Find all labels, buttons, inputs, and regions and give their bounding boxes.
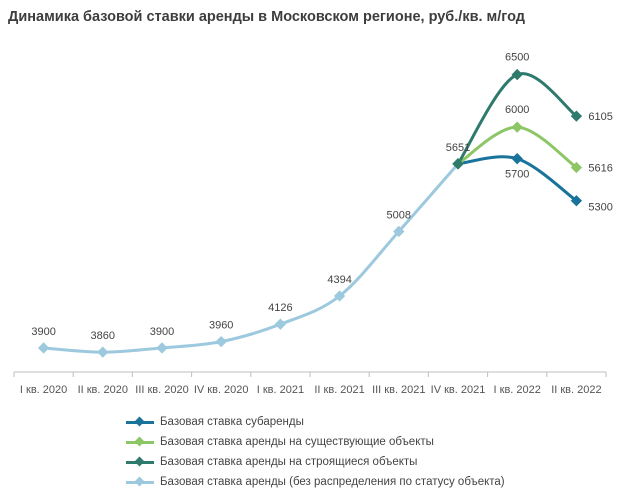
data-point xyxy=(511,121,523,133)
data-point xyxy=(452,158,464,170)
data-point xyxy=(333,290,346,302)
data-label: 5700 xyxy=(505,169,529,181)
data-label: 6500 xyxy=(505,52,529,64)
legend-item: Базовая ставка аренды на существующие об… xyxy=(126,432,505,452)
x-tick-label: I кв. 2021 xyxy=(257,384,304,396)
legend-marker xyxy=(134,476,145,486)
data-label: 5008 xyxy=(387,209,411,221)
data-label: 6000 xyxy=(505,104,529,116)
chart-title: Динамика базовой ставки аренды в Московс… xyxy=(8,9,526,25)
legend-item: Базовая ставка аренды (без распределения… xyxy=(126,472,505,492)
data-label: 5616 xyxy=(588,163,612,175)
legend-item: Базовая ставка субаренды xyxy=(126,412,505,432)
data-label: 6105 xyxy=(588,111,612,123)
data-point xyxy=(570,195,583,207)
x-tick-label: II кв. 2020 xyxy=(78,384,128,396)
legend-label: Базовая ставка аренды на строящиеся объе… xyxy=(160,456,418,468)
data-point xyxy=(156,342,168,354)
x-axis: I кв. 2020 II кв. 2020 III кв. 2020 IV кв. … xyxy=(13,371,607,396)
x-tick-label: II кв. 2021 xyxy=(314,384,364,396)
legend-swatch xyxy=(126,416,154,426)
data-label: 4126 xyxy=(268,302,292,314)
legend-swatch xyxy=(126,456,154,466)
x-tick-label: IV кв. 2020 xyxy=(194,384,249,396)
x-tick-label: II кв. 2022 xyxy=(551,384,601,396)
legend-swatch xyxy=(126,436,154,446)
data-point xyxy=(97,346,109,358)
data-point xyxy=(393,225,405,238)
data-label: 5651 xyxy=(446,142,470,154)
x-tick-label: IV кв. 2021 xyxy=(431,384,486,396)
data-label: 3900 xyxy=(31,326,55,338)
data-label: 3860 xyxy=(91,330,115,342)
series-line xyxy=(42,162,460,354)
legend-marker xyxy=(134,416,145,426)
x-tick-label: I кв. 2022 xyxy=(494,384,541,396)
legend-swatch xyxy=(126,476,154,486)
series-markers xyxy=(37,68,583,358)
line-chart: I кв. 2020 II кв. 2020 III кв. 2020 IV кв. … xyxy=(13,52,613,396)
chart-legend: Базовая ставка субаренды Базовая ставка а… xyxy=(126,412,505,492)
x-tick-label: III кв. 2021 xyxy=(372,384,425,396)
legend-item: Базовая ставка аренды на строящиеся объе… xyxy=(126,452,505,472)
data-label: 5300 xyxy=(588,202,612,214)
legend-marker xyxy=(134,456,145,466)
data-label: 3900 xyxy=(150,326,174,338)
legend-label: Базовая ставка аренды на существующие об… xyxy=(160,436,434,448)
data-label: 4394 xyxy=(327,274,351,286)
x-tick-label: III кв. 2020 xyxy=(135,384,188,396)
x-tick-label: I кв. 2020 xyxy=(20,384,67,396)
series-lines xyxy=(42,72,578,354)
legend-label: Базовая ставка субаренды xyxy=(160,416,304,428)
data-label: 3960 xyxy=(209,320,233,332)
data-labels: 3900 3860 3900 3960 4126 4394 5008 5651 5700 5300… xyxy=(31,52,613,343)
data-point xyxy=(570,161,583,174)
legend-marker xyxy=(134,436,145,446)
data-point xyxy=(274,318,287,330)
data-point xyxy=(215,335,227,348)
data-point xyxy=(511,153,523,165)
data-point xyxy=(37,342,50,354)
legend-label: Базовая ставка аренды (без распределения… xyxy=(160,476,505,488)
